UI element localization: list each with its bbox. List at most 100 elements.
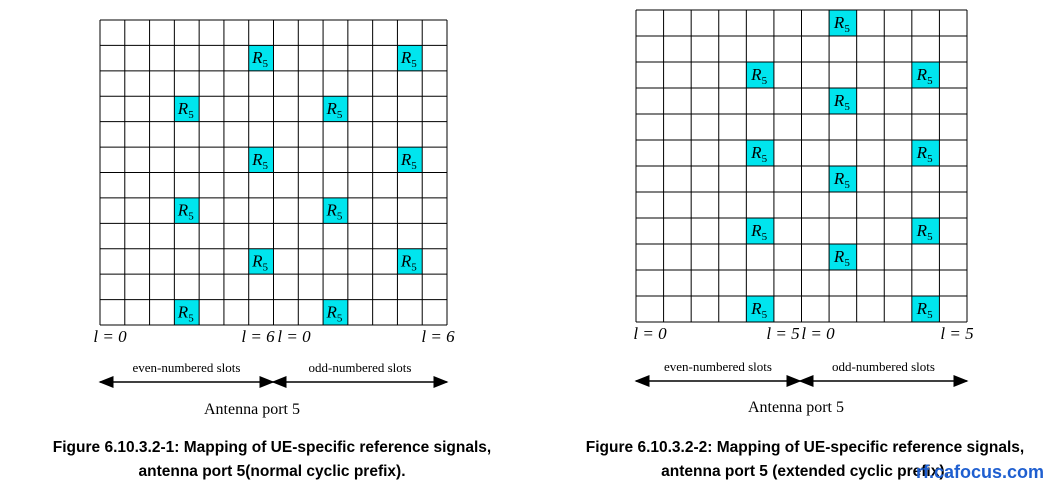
symbol-sub: 5 xyxy=(263,58,269,70)
symbol-letter: R xyxy=(251,48,263,67)
symbol-sub: 5 xyxy=(762,75,768,87)
reference-cell xyxy=(323,197,348,224)
reference-label: R5 xyxy=(400,150,417,172)
port-label: Antenna port 5 xyxy=(748,399,844,416)
symbol-letter: R xyxy=(400,150,412,169)
symbol-sub: 5 xyxy=(927,75,933,87)
symbol-letter: R xyxy=(251,150,263,169)
reference-label: R5 xyxy=(833,91,850,113)
reference-cell xyxy=(174,197,200,224)
reference-label: R5 xyxy=(251,48,268,70)
reference-label: R5 xyxy=(177,201,194,223)
symbol-sub: 5 xyxy=(337,109,343,121)
symbol-index: l = 0 xyxy=(633,324,667,343)
symbol-sub: 5 xyxy=(927,153,933,165)
symbol-sub: 5 xyxy=(188,312,194,324)
reference-label: R5 xyxy=(326,302,343,324)
symbol-letter: R xyxy=(326,99,338,118)
symbol-sub: 5 xyxy=(844,101,850,113)
symbol-index: l = 5 xyxy=(940,324,973,343)
reference-cell xyxy=(248,248,274,275)
symbol-letter: R xyxy=(326,302,338,321)
symbol-letter: R xyxy=(750,221,762,240)
reference-label: R5 xyxy=(833,247,850,269)
reference-cell xyxy=(174,96,200,122)
reference-label: R5 xyxy=(400,48,417,70)
reference-cell xyxy=(174,299,200,325)
symbol-sub: 5 xyxy=(188,211,194,223)
symbol-index: l = 0 xyxy=(93,327,127,346)
reference-label: R5 xyxy=(916,143,933,165)
reference-label: R5 xyxy=(750,65,767,87)
symbol-letter: R xyxy=(177,99,189,118)
symbol-letter: R xyxy=(833,169,845,188)
symbol-sub: 5 xyxy=(337,211,343,223)
caption-line: antenna port 5 (extended cyclic prefix). xyxy=(661,463,949,480)
symbol-letter: R xyxy=(916,143,928,162)
symbol-letter: R xyxy=(251,251,263,270)
symbol-letter: R xyxy=(400,48,412,67)
symbol-letter: R xyxy=(833,91,845,110)
reference-label: R5 xyxy=(750,221,767,243)
symbol-index: l = 0 xyxy=(277,327,311,346)
reference-cell xyxy=(829,244,857,270)
symbol-letter: R xyxy=(916,221,928,240)
symbol-sub: 5 xyxy=(844,257,850,269)
reference-label: R5 xyxy=(833,13,850,35)
symbol-letter: R xyxy=(916,299,928,318)
reference-label: R5 xyxy=(326,99,343,121)
even-label: even-numbered slots xyxy=(664,359,772,374)
symbol-index: l = 6 xyxy=(421,327,455,346)
symbol-letter: R xyxy=(750,143,762,162)
reference-cell xyxy=(911,140,940,166)
reference-cell xyxy=(829,10,857,36)
caption-line: Figure 6.10.3.2-1: Mapping of UE-specifi… xyxy=(53,439,491,456)
reference-label: R5 xyxy=(177,302,194,324)
odd-label: odd-numbered slots xyxy=(832,359,935,374)
symbol-sub: 5 xyxy=(337,312,343,324)
reference-cell xyxy=(397,248,423,275)
symbol-sub: 5 xyxy=(263,160,269,172)
reference-cell xyxy=(746,62,774,88)
even-label: even-numbered slots xyxy=(133,360,241,375)
symbol-letter: R xyxy=(833,247,845,266)
reference-cell xyxy=(746,218,774,244)
reference-cell xyxy=(248,45,274,71)
reference-label: R5 xyxy=(916,221,933,243)
symbol-sub: 5 xyxy=(927,309,933,321)
symbol-sub: 5 xyxy=(411,58,417,70)
reference-label: R5 xyxy=(750,299,767,321)
symbol-sub: 5 xyxy=(844,179,850,191)
reference-cell xyxy=(746,296,774,322)
reference-label: R5 xyxy=(251,150,268,172)
caption-line: antenna port 5(normal cyclic prefix). xyxy=(138,463,405,480)
reference-cell xyxy=(397,45,423,71)
reference-label: R5 xyxy=(400,251,417,273)
symbol-index: l = 5 xyxy=(766,324,799,343)
symbol-letter: R xyxy=(177,302,189,321)
symbol-sub: 5 xyxy=(188,109,194,121)
reference-label: R5 xyxy=(251,251,268,273)
symbol-sub: 5 xyxy=(762,309,768,321)
reference-label: R5 xyxy=(326,201,343,223)
reference-cell xyxy=(248,147,274,173)
reference-cell xyxy=(323,299,348,325)
reference-label: R5 xyxy=(177,99,194,121)
reference-cell xyxy=(397,147,423,173)
symbol-sub: 5 xyxy=(844,23,850,35)
reference-cell xyxy=(911,296,940,322)
symbol-letter: R xyxy=(750,299,762,318)
reference-label: R5 xyxy=(916,299,933,321)
reference-cell xyxy=(746,140,774,166)
symbol-sub: 5 xyxy=(762,153,768,165)
symbol-sub: 5 xyxy=(411,160,417,172)
symbol-sub: 5 xyxy=(927,231,933,243)
reference-cell xyxy=(323,96,348,122)
symbol-letter: R xyxy=(400,251,412,270)
reference-cell xyxy=(911,62,940,88)
symbol-letter: R xyxy=(833,13,845,32)
odd-label: odd-numbered slots xyxy=(309,360,412,375)
symbol-letter: R xyxy=(326,201,338,220)
port-label: Antenna port 5 xyxy=(204,401,300,418)
